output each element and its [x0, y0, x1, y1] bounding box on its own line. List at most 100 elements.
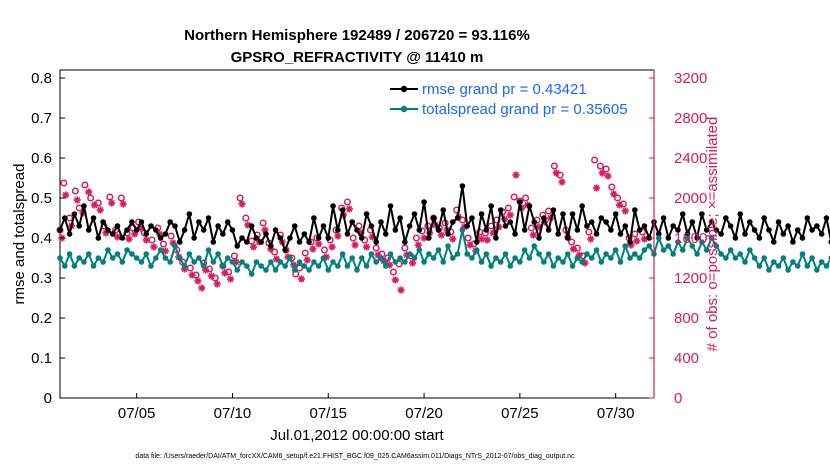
series-point-totalspread [497, 259, 504, 265]
obs-assimilated-marker [226, 275, 235, 283]
series-point-rmse [363, 211, 370, 217]
obs-assimilated-marker [621, 207, 629, 215]
series-point-totalspread [632, 251, 638, 257]
series-point-totalspread [229, 259, 236, 265]
series-point-totalspread [148, 263, 154, 269]
obs-assimilated-marker [437, 231, 445, 239]
series-point-rmse [129, 219, 135, 225]
series-point-totalspread [790, 259, 796, 265]
obs-assimilated-marker [529, 231, 537, 239]
series-point-rmse [315, 235, 322, 241]
obs-assimilated-marker [615, 201, 624, 209]
series-point-totalspread [282, 263, 288, 269]
x-tick-label: 07/20 [405, 405, 443, 422]
series-point-totalspread [119, 259, 126, 265]
obs-possible-marker [602, 165, 610, 173]
x-axis-label: Jul.01,2012 00:00:00 start [270, 427, 444, 444]
obs-possible-marker [349, 234, 357, 242]
legend: rmse grand pr = 0.43421 totalspread gran… [390, 81, 628, 118]
obs-possible-marker [60, 179, 68, 187]
series-point-rmse [330, 203, 336, 209]
series-point-totalspread [737, 251, 744, 257]
obs-possible-marker [585, 228, 593, 236]
series-point-rmse [512, 231, 518, 237]
y-tick-label: 0.3 [31, 270, 52, 287]
series-point-rmse [766, 227, 772, 233]
series-point-rmse [794, 227, 801, 233]
y2-tick-label: 3200 [674, 70, 707, 87]
series-point-rmse [66, 231, 73, 237]
series-point-totalspread [397, 255, 403, 261]
series-point-totalspread [373, 259, 379, 265]
obs-possible-marker [230, 252, 238, 260]
series-point-totalspread [224, 255, 231, 261]
series-point-totalspread [488, 263, 494, 269]
series-point-totalspread [823, 263, 830, 269]
legend-spread-label: totalspread grand pr = 0.35605 [422, 101, 628, 118]
series-point-totalspread [699, 239, 705, 245]
series-point-rmse [215, 223, 221, 229]
obs-assimilated-marker [125, 235, 133, 243]
series-point-rmse [61, 215, 68, 221]
series-point-totalspread [426, 251, 432, 257]
series-point-rmse [497, 207, 504, 213]
obs-possible-marker [106, 193, 114, 201]
series-point-rmse [751, 227, 758, 233]
series-point-totalspread [335, 263, 341, 269]
series-point-totalspread [775, 263, 782, 269]
series-point-rmse [737, 211, 744, 217]
series-point-totalspread [588, 255, 595, 261]
series-point-rmse [339, 207, 346, 213]
series-point-totalspread [81, 259, 87, 265]
series-point-totalspread [296, 259, 303, 265]
obs-assimilated-marker [391, 276, 399, 284]
series-point-rmse [622, 223, 629, 229]
series-point-rmse [411, 211, 418, 217]
series-point-totalspread [818, 259, 825, 265]
series-point-totalspread [258, 263, 264, 269]
series-point-totalspread [248, 271, 255, 277]
series-point-totalspread [105, 247, 111, 253]
series-point-rmse [258, 239, 264, 245]
obs-assimilated-marker [334, 232, 342, 240]
series-point-rmse [708, 219, 715, 225]
series-point-rmse [296, 239, 303, 245]
series-point-rmse [670, 223, 676, 229]
series-point-rmse [272, 227, 279, 233]
series-point-totalspread [445, 243, 451, 249]
series-point-rmse [727, 223, 734, 229]
series-point-totalspread [689, 243, 696, 249]
series-point-rmse [823, 215, 830, 221]
series-point-rmse [349, 219, 356, 225]
series-point-rmse [804, 215, 811, 221]
series-point-rmse [445, 231, 451, 237]
axis-layer: 0 0.1 0.2 0.3 0.4 0.5 0.6 0.7 0.8 0 400 800 1200 1600… [31, 70, 707, 422]
series-point-rmse [598, 215, 605, 221]
obs-assimilated-marker [552, 169, 560, 177]
obs-assimilated-marker [207, 272, 215, 280]
series-point-totalspread [215, 251, 221, 257]
obs-possible-marker [71, 187, 79, 195]
series-point-rmse [382, 231, 389, 237]
series-point-totalspread [747, 247, 753, 253]
obs-assimilated-marker [297, 275, 306, 283]
obs-assimilated-marker [142, 236, 150, 244]
series-point-totalspread [679, 247, 686, 253]
series-point-rmse [167, 219, 173, 225]
series-point-rmse [114, 223, 121, 229]
series-point-totalspread [464, 251, 470, 257]
obs-possible-marker [242, 214, 250, 222]
obs-possible-marker [550, 162, 558, 170]
series-point-totalspread [301, 263, 308, 269]
series-point-rmse [358, 235, 365, 241]
series-point-totalspread [363, 263, 370, 269]
series-point-rmse [809, 227, 815, 233]
series-point-totalspread [655, 235, 662, 241]
series-point-rmse [550, 207, 557, 213]
obs-assimilated-marker [466, 241, 474, 249]
obs-possible-marker [343, 198, 351, 206]
series-point-totalspread [61, 263, 68, 269]
obs-assimilated-marker [345, 205, 353, 213]
y2-tick-label: 400 [674, 350, 699, 367]
series-point-totalspread [244, 263, 250, 269]
